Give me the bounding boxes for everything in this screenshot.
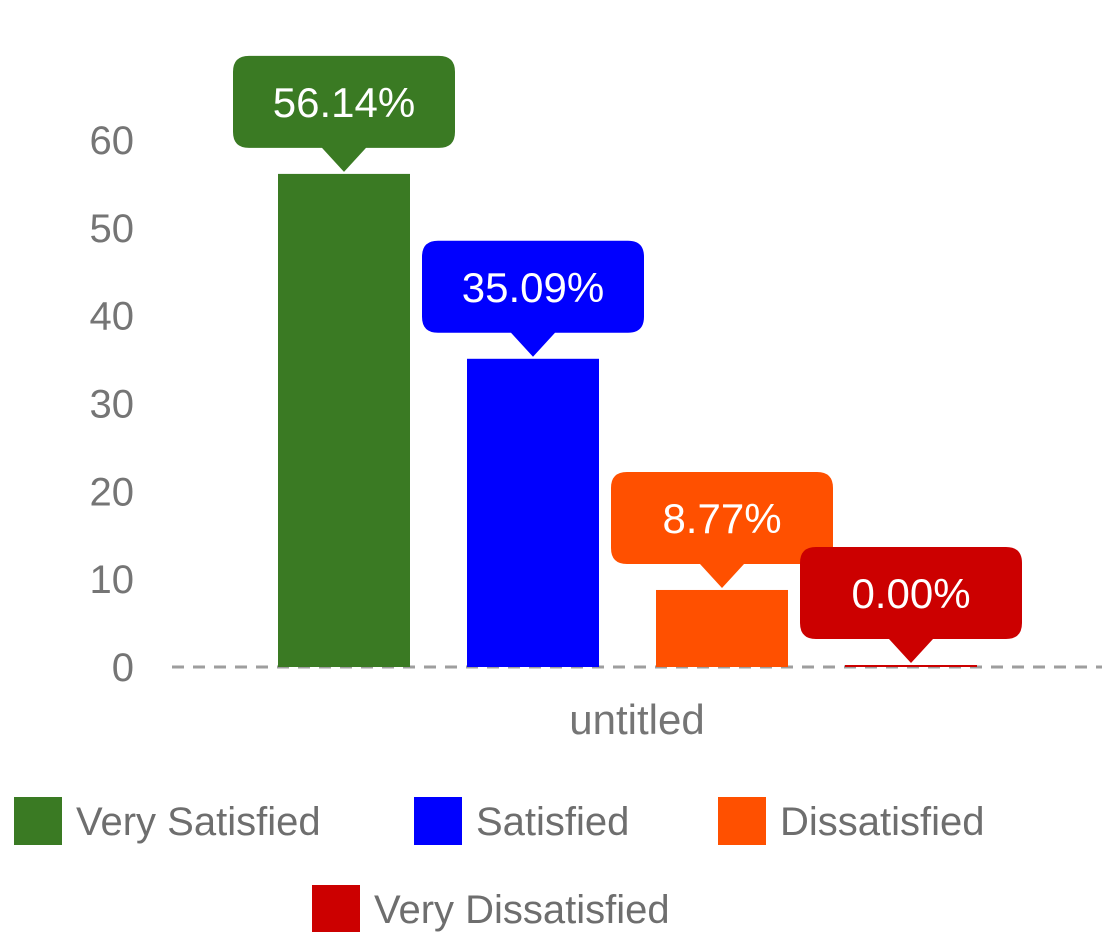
legend-swatch — [312, 885, 360, 932]
legend-item-dissatisfied: Dissatisfied — [718, 797, 985, 845]
y-tick-label: 50 — [90, 207, 135, 251]
y-tick-label: 30 — [90, 383, 135, 427]
category-label: untitled — [569, 696, 704, 743]
legend-label: Dissatisfied — [780, 800, 985, 844]
data-label: 0.00% — [851, 570, 970, 617]
data-label-bubble — [611, 471, 833, 588]
data-label-bubble — [233, 55, 455, 172]
data-label: 8.77% — [662, 495, 781, 542]
data-labels: 56.14% 35.09% 8.77% 0.00% — [233, 55, 1022, 663]
bar-satisfied — [467, 358, 599, 667]
y-tick-label: 0 — [112, 646, 134, 690]
legend: Very Satisfied Satisfied Dissatisfied Very … — [14, 797, 985, 932]
data-label: 35.09% — [462, 264, 604, 311]
legend-label: Very Satisfied — [76, 800, 321, 844]
bar-very-dissatisfied — [845, 665, 977, 667]
legend-item-very-satisfied: Very Satisfied — [14, 797, 321, 845]
legend-item-satisfied: Satisfied — [414, 797, 629, 845]
bars — [278, 173, 977, 667]
legend-label: Very Dissatisfied — [374, 888, 670, 932]
legend-swatch — [718, 797, 766, 845]
data-label-bubble — [800, 547, 1022, 663]
legend-swatch — [414, 797, 462, 845]
legend-swatch — [14, 797, 62, 845]
y-tick-label: 20 — [90, 470, 135, 514]
y-tick-label: 40 — [90, 295, 135, 339]
bar-very-satisfied — [278, 173, 410, 667]
legend-label: Satisfied — [476, 800, 629, 844]
legend-item-very-dissatisfied: Very Dissatisfied — [312, 885, 670, 932]
y-tick-label: 60 — [90, 119, 135, 163]
bar-dissatisfied — [656, 589, 788, 667]
y-axis: 0 10 20 30 40 50 60 — [90, 119, 135, 690]
data-label: 56.14% — [273, 79, 415, 126]
y-tick-label: 10 — [90, 558, 135, 602]
data-label-bubble — [422, 240, 644, 357]
